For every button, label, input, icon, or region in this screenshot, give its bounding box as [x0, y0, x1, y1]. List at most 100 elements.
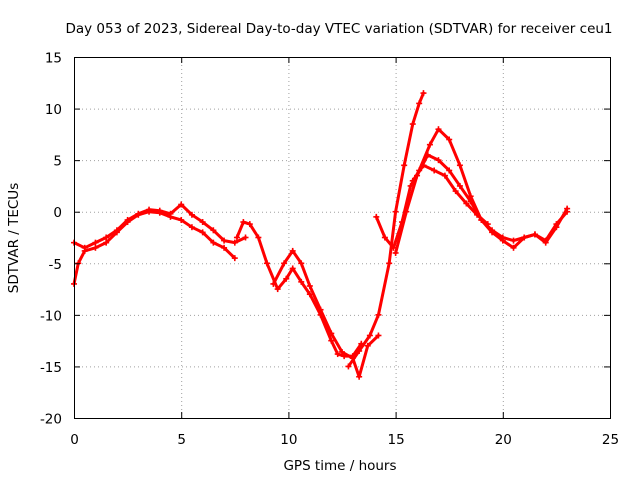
data-point [420, 162, 427, 169]
data-point [531, 231, 538, 238]
data-point [298, 278, 305, 285]
x-tick-label: 25 [602, 432, 619, 448]
data-point [499, 237, 506, 244]
series-5 [345, 90, 427, 370]
data-point [553, 221, 560, 228]
y-tick-label: 10 [45, 102, 62, 118]
data-point [401, 162, 408, 169]
data-point [510, 237, 517, 244]
data-point [441, 172, 448, 179]
data-point [306, 291, 313, 298]
series-line [374, 127, 569, 250]
data-point [366, 332, 373, 339]
data-point [289, 247, 296, 254]
x-tick-label: 10 [280, 432, 297, 448]
data-point [146, 206, 153, 213]
data-point [240, 219, 247, 226]
series-line [411, 163, 490, 226]
data-point [375, 332, 382, 339]
data-point [356, 347, 363, 354]
data-point [467, 198, 474, 205]
data-point [564, 208, 571, 215]
data-point [306, 282, 313, 289]
data-point [178, 201, 185, 208]
series-6 [373, 126, 571, 251]
series-line [271, 249, 380, 379]
data-point [435, 157, 442, 164]
chart-title: Day 053 of 2023, Sidereal Day-to-day VTE… [65, 21, 612, 37]
data-point [328, 337, 335, 344]
data-point [188, 211, 195, 218]
data-point [103, 239, 110, 246]
data-point [135, 210, 142, 217]
data-point [210, 239, 217, 246]
data-point [221, 237, 228, 244]
grid [74, 57, 610, 418]
data-point [510, 244, 517, 251]
y-tick-label: -15 [40, 360, 62, 376]
data-point [274, 286, 281, 293]
data-point [328, 330, 335, 337]
x-tick-label: 5 [177, 432, 186, 448]
data-point [426, 141, 433, 148]
data-point [92, 239, 99, 246]
data-point [456, 162, 463, 169]
data-point [375, 311, 382, 318]
data-point [409, 177, 416, 184]
data-point [270, 280, 277, 287]
data-point [392, 249, 399, 256]
data-point [364, 342, 371, 349]
series-8 [409, 162, 491, 228]
data-point [403, 208, 410, 215]
data-point [392, 208, 399, 215]
data-point [242, 234, 249, 241]
data-point [289, 265, 296, 272]
x-axis-label: GPS time / hours [283, 458, 396, 474]
data-point [463, 200, 470, 207]
data-point [452, 188, 459, 195]
y-tick-label: 15 [45, 51, 62, 67]
data-point [246, 221, 253, 228]
y-axis-ticks: -20 -15 -10 -5 0 5 10 15 [40, 51, 610, 428]
data-point [210, 227, 217, 234]
y-tick-label: 0 [53, 205, 62, 221]
y-tick-label: -10 [40, 308, 62, 324]
series-1 [71, 208, 238, 287]
data-point [431, 167, 438, 174]
plot-frame [74, 57, 611, 419]
data-point [456, 182, 463, 189]
data-point [416, 100, 423, 107]
data-point [424, 151, 431, 158]
y-tick-label: -20 [40, 412, 62, 428]
data-point [484, 221, 491, 228]
data-point [255, 234, 262, 241]
data-point [381, 234, 388, 241]
y-axis-label: SDTVAR / TECUs [6, 183, 22, 293]
y-tick-label: 5 [53, 154, 62, 170]
data-point [199, 219, 206, 226]
data-point [233, 234, 240, 241]
data-point [167, 210, 174, 217]
series-line [235, 220, 363, 358]
data-point [199, 229, 206, 236]
y-tick-label: -5 [49, 257, 62, 273]
data-point [298, 260, 305, 267]
data-point [221, 244, 228, 251]
data-point [345, 363, 352, 370]
data-point [231, 255, 238, 262]
data-point [281, 260, 288, 267]
data-point [521, 234, 528, 241]
data-point [231, 239, 238, 246]
series-2 [71, 201, 249, 251]
data-point [420, 90, 427, 97]
data-point [435, 126, 442, 133]
data-point [283, 275, 290, 282]
data-point [317, 306, 324, 313]
data-series [71, 90, 571, 380]
data-point [474, 211, 481, 218]
data-point [103, 234, 110, 241]
data-point [188, 224, 195, 231]
data-point [409, 121, 416, 128]
data-point [178, 216, 185, 223]
